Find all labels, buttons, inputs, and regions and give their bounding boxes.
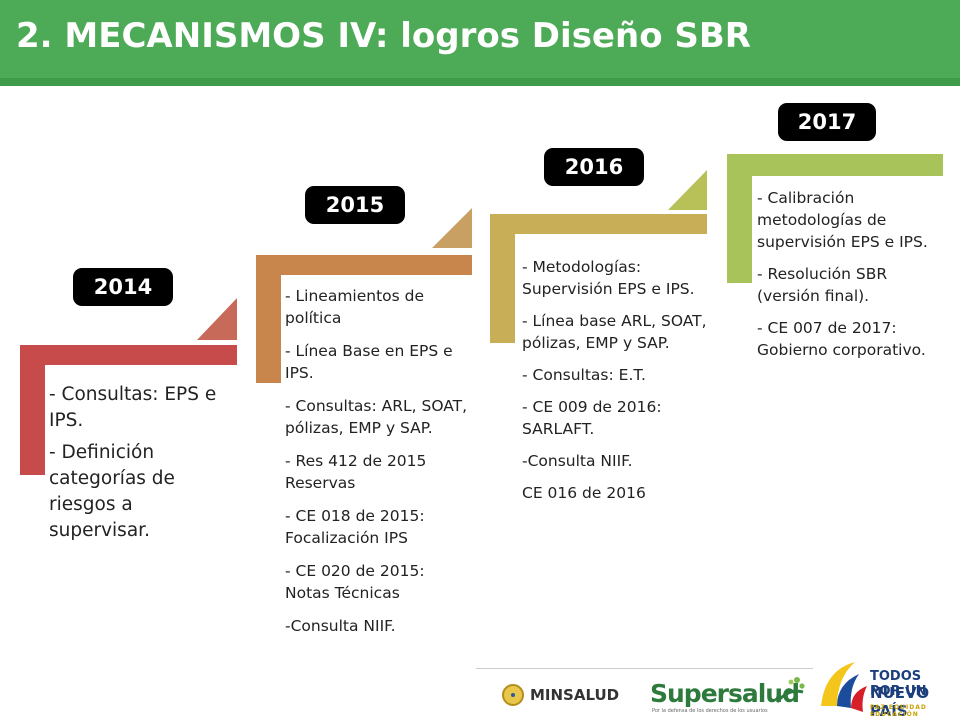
supersalud-name: Supersalud (650, 679, 800, 708)
step-2015-text: - Lineamientos de política - Línea Base … (285, 285, 470, 648)
list-item: - Res 412 de 2015 Reservas (285, 452, 427, 492)
list-item: - CE 009 de 2016: SARLAFT. (522, 398, 662, 438)
list-item: - Definición categorías de riesgos a sup… (49, 442, 175, 541)
todos-line1: TODOS POR UN (870, 669, 927, 699)
list-item: - Resolución SBR (versión final). (757, 265, 888, 305)
step-2016-text: - Metodologías: Supervisión EPS e IPS. -… (522, 256, 712, 514)
todos-line2: NUEVO PAÍS (870, 684, 930, 720)
list-item: - Metodologías: Supervisión EPS e IPS. (522, 258, 695, 298)
colombia-flag-swoosh-icon (821, 662, 867, 712)
title-bar: 2. MECANISMOS IV: logros Diseño SBR (0, 0, 960, 86)
minsalud-logo: MINSALUD (500, 680, 619, 710)
list-item: - CE 007 de 2017: Gobierno corporativo. (757, 319, 926, 359)
step-2014-cap (197, 298, 237, 340)
supersalud-swoosh-icon (775, 677, 805, 704)
list-item: - Calibración metodologías de supervisió… (757, 189, 928, 251)
colombia-seal-icon (502, 684, 524, 706)
list-item: - CE 018 de 2015: Focalización IPS (285, 507, 425, 547)
step-2014-band (20, 345, 237, 475)
todos-line3: PAZ EQUIDAD EDUCACIÓN (870, 704, 927, 718)
list-item: - Consultas: EPS e IPS. (49, 384, 217, 431)
supersalud-logo: Supersalud Por la defensa de los derecho… (650, 672, 810, 718)
list-item: - CE 020 de 2015: Notas Técnicas (285, 562, 425, 602)
list-item: - Consultas: ARL, SOAT, pólizas, EMP y S… (285, 397, 468, 437)
list-item: - Consultas: E.T. (522, 366, 646, 384)
minsalud-name: MINSALUD (530, 686, 620, 704)
logo-bar (476, 668, 813, 720)
step-2017-text: - Calibración metodologías de supervisió… (757, 187, 942, 371)
step-2014-text: - Consultas: EPS e IPS. - Definición cat… (49, 382, 229, 550)
logo-bar-divider (476, 668, 813, 669)
step-2016-band (490, 214, 707, 343)
todos-por-un-nuevo-pais-logo: TODOS POR UN NUEVO PAÍS PAZ EQUIDAD EDUC… (815, 656, 955, 720)
year-badge-2015: 2015 (305, 186, 405, 224)
step-2015-band (256, 255, 472, 383)
step-2016-cap (668, 170, 707, 210)
list-item: - Línea base ARL, SOAT, pólizas, EMP y S… (522, 312, 707, 352)
step-2015-cap (432, 208, 472, 248)
supersalud-tagline: Por la defensa de los derechos de los us… (652, 708, 768, 714)
title-stripe (0, 78, 960, 86)
year-badge-2014: 2014 (73, 268, 173, 306)
list-item: - Lineamientos de política (285, 287, 425, 327)
list-item: -Consulta NIIF. (285, 617, 396, 635)
list-item: CE 016 de 2016 (522, 484, 646, 502)
list-item: -Consulta NIIF. (522, 452, 633, 470)
list-item: - Línea Base en EPS e IPS. (285, 342, 453, 382)
step-2017-band (727, 154, 943, 283)
page-title: 2. MECANISMOS IV: logros Diseño SBR (16, 16, 751, 56)
year-badge-2016: 2016 (544, 148, 644, 186)
year-badge-2017: 2017 (778, 103, 876, 141)
